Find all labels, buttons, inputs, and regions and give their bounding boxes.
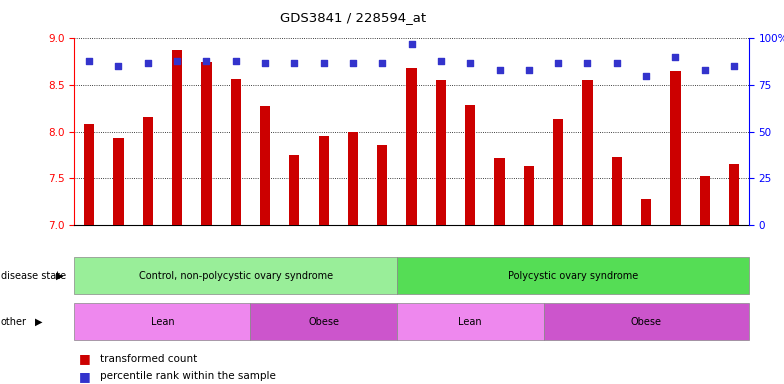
Bar	[524, 166, 534, 225]
Bar	[729, 164, 739, 225]
Text: transformed count: transformed count	[100, 354, 198, 364]
Point	[728, 63, 740, 70]
Text: Obese: Obese	[630, 316, 662, 327]
Bar	[260, 106, 270, 225]
Point	[640, 73, 652, 79]
Point	[523, 67, 535, 73]
Bar	[612, 157, 622, 225]
Text: percentile rank within the sample: percentile rank within the sample	[100, 371, 276, 381]
Point	[552, 60, 564, 66]
Text: Control, non-polycystic ovary syndrome: Control, non-polycystic ovary syndrome	[139, 270, 332, 281]
Bar	[641, 199, 652, 225]
Bar	[143, 117, 153, 225]
Point	[405, 41, 418, 47]
Point	[611, 60, 623, 66]
Bar	[201, 62, 212, 225]
Point	[230, 58, 242, 64]
Bar	[670, 71, 681, 225]
Text: other: other	[1, 316, 27, 327]
Point	[670, 54, 682, 60]
Bar	[172, 50, 182, 225]
Text: GDS3841 / 228594_at: GDS3841 / 228594_at	[280, 12, 426, 25]
Point	[171, 58, 183, 64]
Bar	[289, 155, 299, 225]
Point	[259, 60, 271, 66]
Point	[464, 60, 477, 66]
Text: ▶: ▶	[35, 316, 43, 327]
Bar	[436, 80, 446, 225]
Bar	[583, 80, 593, 225]
Bar	[318, 136, 328, 225]
Text: Lean: Lean	[459, 316, 482, 327]
Bar	[348, 131, 358, 225]
Point	[581, 60, 593, 66]
Text: disease state: disease state	[1, 270, 66, 281]
Bar	[465, 106, 475, 225]
Bar	[84, 124, 94, 225]
Point	[112, 63, 125, 70]
Text: ▶: ▶	[56, 270, 64, 281]
Bar	[114, 138, 124, 225]
Bar	[377, 146, 387, 225]
Point	[699, 67, 711, 73]
Bar	[495, 157, 505, 225]
Bar	[699, 176, 710, 225]
Text: ■: ■	[78, 353, 90, 366]
Point	[288, 60, 300, 66]
Bar	[230, 79, 241, 225]
Point	[200, 58, 212, 64]
Point	[376, 60, 389, 66]
Bar	[406, 68, 417, 225]
Point	[318, 60, 330, 66]
Text: Lean: Lean	[151, 316, 174, 327]
Point	[347, 60, 359, 66]
Point	[434, 58, 447, 64]
Text: ■: ■	[78, 370, 90, 383]
Point	[83, 58, 96, 64]
Point	[493, 67, 506, 73]
Text: Obese: Obese	[308, 316, 339, 327]
Text: Polycystic ovary syndrome: Polycystic ovary syndrome	[508, 270, 638, 281]
Point	[141, 60, 154, 66]
Bar	[553, 119, 563, 225]
